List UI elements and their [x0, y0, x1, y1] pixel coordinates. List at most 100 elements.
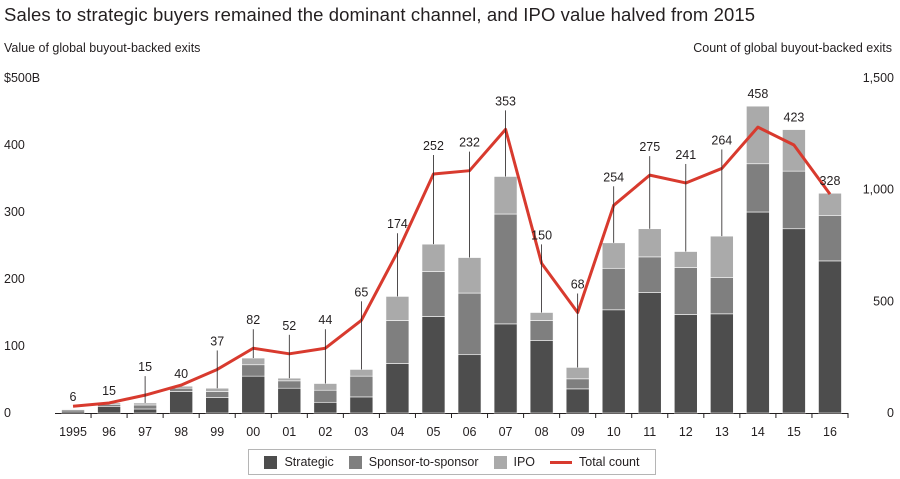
bar-sponsor-to-sponsor — [493, 213, 518, 325]
bar-sponsor-to-sponsor — [637, 256, 662, 293]
bar-ipo — [385, 296, 410, 321]
total-value-label: 37 — [210, 334, 224, 348]
bar-ipo — [746, 105, 770, 165]
legend-swatch-sponsor — [348, 455, 362, 469]
x-tick-label: 05 — [427, 425, 441, 439]
bar-ipo — [205, 387, 230, 392]
right-tick-label: 1,000 — [863, 183, 894, 197]
total-value-label: 174 — [387, 217, 408, 231]
bar-strategic — [421, 316, 446, 414]
left-tick-label: 200 — [4, 272, 25, 286]
legend-label-total: Total count — [579, 455, 640, 469]
left-tick-label: 100 — [4, 339, 25, 353]
bar-sponsor-to-sponsor — [241, 364, 266, 377]
bar-strategic — [277, 387, 302, 414]
total-value-label: 328 — [820, 174, 841, 188]
left-tick-label: 400 — [4, 138, 25, 152]
bar-strategic — [205, 397, 230, 414]
x-tick-label: 00 — [246, 425, 260, 439]
legend-item-total: Total count — [550, 455, 639, 469]
chart-legend: Strategic Sponsor-to-sponsor IPO Total c… — [248, 449, 656, 475]
legend-swatch-strategic — [264, 455, 278, 469]
total-value-label: 68 — [571, 278, 585, 292]
x-tick-label: 06 — [463, 425, 477, 439]
right-tick-label: 0 — [887, 406, 894, 420]
bar-ipo — [529, 312, 554, 321]
left-tick-label: 300 — [4, 205, 25, 219]
bar-ipo — [493, 176, 518, 215]
right-tick-label: 1,500 — [863, 71, 894, 85]
legend-item-strategic: Strategic — [264, 455, 334, 469]
total-count-line — [72, 125, 832, 408]
bar-strategic — [241, 375, 266, 414]
bar-sponsor-to-sponsor — [782, 170, 806, 230]
bar-ipo — [673, 251, 698, 268]
bar-strategic — [493, 323, 518, 414]
bar-ipo — [457, 257, 482, 294]
x-tick-label: 13 — [715, 425, 729, 439]
bar-ipo — [313, 383, 338, 391]
total-value-label: 40 — [174, 367, 188, 381]
x-tick-label: 16 — [823, 425, 837, 439]
bar-sponsor-to-sponsor — [349, 375, 374, 398]
left-axis-title: Value of global buyout-backed exits — [4, 41, 201, 55]
bar-ipo — [421, 243, 446, 272]
total-value-label: 353 — [495, 94, 516, 108]
bar-strategic — [97, 405, 121, 414]
bar-strategic — [565, 388, 590, 414]
total-value-label: 254 — [603, 170, 624, 184]
bar-ipo — [637, 228, 662, 258]
x-tick-label: 07 — [499, 425, 513, 439]
legend-item-sponsor: Sponsor-to-sponsor — [348, 455, 479, 469]
right-tick-label: 500 — [873, 294, 894, 308]
total-value-label: 275 — [639, 140, 660, 154]
total-value-label: 15 — [138, 360, 152, 374]
x-tick-label: 02 — [318, 425, 332, 439]
x-tick-label: 99 — [210, 425, 224, 439]
bar-sponsor-to-sponsor — [205, 391, 230, 398]
total-value-label: 252 — [423, 139, 444, 153]
total-value-label: 264 — [711, 133, 732, 147]
total-value-label: 82 — [246, 313, 260, 327]
bar-strategic — [818, 260, 842, 414]
x-tick-label: 98 — [174, 425, 188, 439]
bar-ipo — [782, 129, 806, 172]
bar-ipo — [710, 235, 734, 278]
legend-swatch-ipo — [493, 455, 507, 469]
left-tick-label: 0 — [4, 406, 11, 420]
bar-sponsor-to-sponsor — [818, 215, 842, 262]
total-value-label: 52 — [282, 319, 296, 333]
bar-strategic — [673, 314, 698, 414]
bar-sponsor-to-sponsor — [385, 320, 410, 364]
x-tick-label: 96 — [102, 425, 116, 439]
x-tick-label: 04 — [390, 425, 404, 439]
total-value-label: 65 — [354, 285, 368, 299]
total-value-label: 241 — [675, 148, 696, 162]
bar-ipo — [349, 369, 374, 377]
bar-sponsor-to-sponsor — [565, 378, 590, 390]
x-tick-label: 09 — [571, 425, 585, 439]
bar-sponsor-to-sponsor — [313, 389, 338, 403]
legend-swatch-total — [550, 460, 572, 464]
total-value-label: 232 — [459, 136, 480, 150]
bar-strategic — [601, 309, 626, 414]
x-tick-label: 97 — [138, 425, 152, 439]
bar-strategic — [133, 408, 157, 414]
bar-ipo — [61, 408, 85, 410]
bar-strategic — [637, 292, 662, 414]
total-value-label: 6 — [70, 390, 77, 404]
x-tick-label: 10 — [607, 425, 621, 439]
bar-strategic — [169, 391, 193, 414]
bar-sponsor-to-sponsor — [421, 271, 446, 317]
bar-ipo — [241, 357, 266, 366]
bar-sponsor-to-sponsor — [746, 163, 770, 213]
bar-sponsor-to-sponsor — [133, 404, 157, 410]
x-tick-label: 15 — [787, 425, 801, 439]
bar-strategic — [313, 401, 338, 414]
bar-ipo — [818, 192, 842, 216]
bar-strategic — [349, 396, 374, 414]
bar-ipo — [565, 367, 590, 380]
total-value-label: 458 — [747, 87, 768, 101]
bar-strategic — [61, 410, 85, 414]
total-value-label: 44 — [318, 313, 332, 327]
